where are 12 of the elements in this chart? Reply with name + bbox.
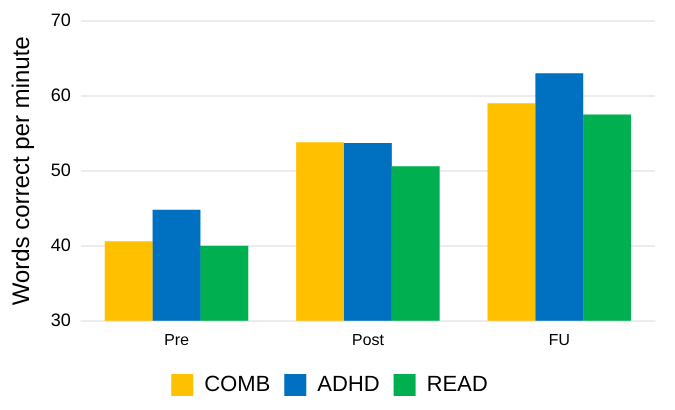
y-tick-label: 50 (50, 160, 71, 180)
x-tick-label: FU (548, 332, 570, 349)
y-tick-label: 30 (50, 310, 71, 330)
x-tick-label: Post (352, 332, 384, 349)
legend-label: COMB (204, 371, 270, 396)
y-tick-label: 40 (50, 234, 71, 255)
y-tick-label: 60 (50, 84, 71, 105)
y-tick-label: 70 (50, 10, 71, 30)
legend-label: ADHD (317, 371, 380, 396)
legend-label: READ (426, 371, 488, 396)
x-tick-label: Pre (164, 332, 190, 349)
y-axis-title: Words correct per minute (8, 36, 36, 306)
